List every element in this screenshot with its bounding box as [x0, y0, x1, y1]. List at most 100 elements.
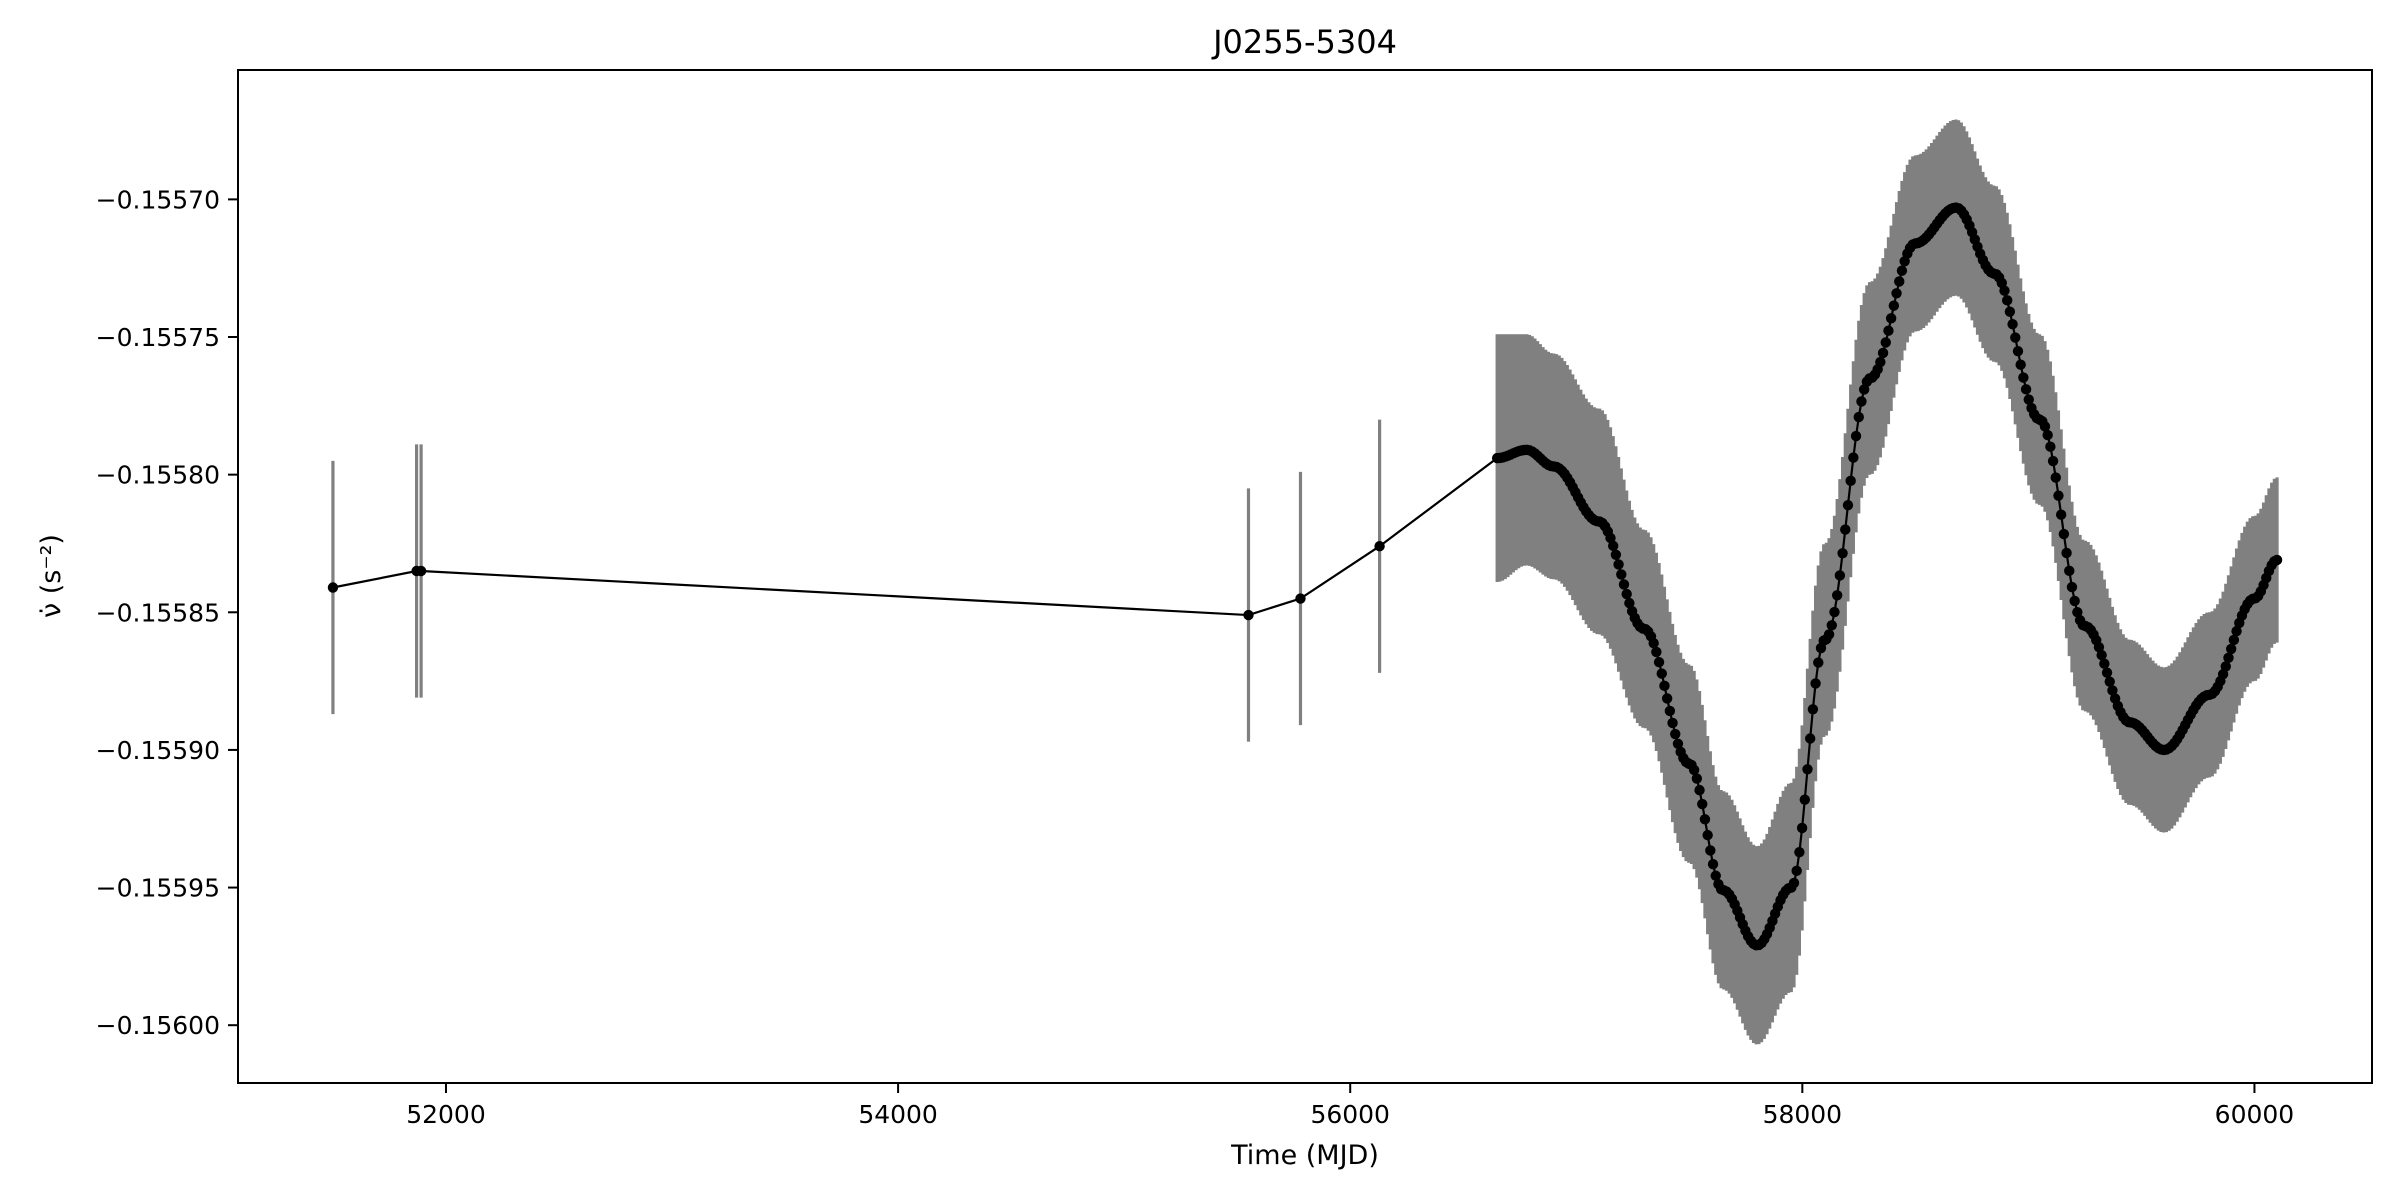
- y-tick-label: −0.15585: [96, 598, 220, 627]
- data-point: [2039, 421, 2051, 432]
- data-point: [2107, 685, 2118, 696]
- y-tick-label: −0.15595: [96, 874, 220, 903]
- data-point: [1896, 265, 1908, 276]
- x-axis-ticks: 52000 54000 56000 58000 60000: [406, 1083, 2294, 1129]
- data-point: [2217, 669, 2229, 680]
- data-point: [1605, 532, 1616, 544]
- data-point: [1610, 549, 1622, 560]
- data-point: [2058, 528, 2070, 540]
- x-tick-label: 56000: [1310, 1100, 1390, 1129]
- data-point: [1607, 540, 1619, 552]
- data-point: [2042, 429, 2053, 441]
- data-point: [1691, 773, 1703, 784]
- x-tick-label: 52000: [406, 1100, 486, 1129]
- data-point: [2010, 332, 2021, 343]
- data-point: [1837, 548, 1848, 559]
- data-point: [1661, 693, 1673, 704]
- data-point: [1823, 629, 1835, 640]
- data-point: [1848, 452, 1859, 463]
- data-point: [1856, 396, 1867, 407]
- data-point: [2045, 441, 2056, 452]
- data-point: [1374, 541, 1385, 552]
- y-tick-label: −0.15575: [96, 323, 220, 352]
- data-point: [1651, 646, 1662, 658]
- data-point: [2004, 306, 2016, 317]
- data-point: [1705, 845, 1716, 856]
- data-point: [2069, 595, 2080, 607]
- data-point: [1883, 325, 1894, 336]
- data-point: [1799, 794, 1810, 805]
- data-point: [2050, 472, 2061, 483]
- data-point: [1702, 829, 1713, 841]
- x-tick-label: 54000: [858, 1100, 938, 1129]
- data-point: [2096, 649, 2107, 661]
- x-tick-label: 58000: [1763, 1100, 1843, 1129]
- plot-frame: [237, 69, 2373, 1084]
- data-point: [1834, 570, 1846, 581]
- data-point: [1888, 300, 1900, 311]
- data-point: [1877, 347, 1889, 359]
- data-point: [1648, 638, 1659, 649]
- data-point: [1653, 656, 1665, 668]
- data-point: [2228, 634, 2240, 646]
- data-point: [1664, 705, 1676, 717]
- data-point: [1840, 524, 1851, 535]
- data-point: [2099, 658, 2110, 669]
- y-axis-ticks: −0.15570 −0.15575 −0.15580 −0.15585 −0.15590…: [96, 185, 238, 1040]
- data-point: [2066, 581, 2078, 593]
- data-point: [2020, 384, 2032, 395]
- data-point: [1826, 620, 1837, 631]
- data-point: [2064, 565, 2075, 577]
- data-point: [2007, 319, 2018, 330]
- y-axis-label: ν̇ (s⁻²): [36, 534, 67, 618]
- y-tick-label: −0.15580: [96, 461, 220, 490]
- data-point: [1707, 859, 1719, 870]
- data-point: [1659, 680, 1670, 692]
- data-point: [1804, 733, 1816, 744]
- data-point: [2104, 676, 2115, 687]
- data-point: [1853, 411, 1864, 423]
- data-point: [1613, 559, 1624, 570]
- data-point: [1842, 499, 1854, 511]
- data-point: [2072, 606, 2083, 618]
- data-point: [1894, 276, 1905, 287]
- y-tick-label: −0.15590: [96, 736, 220, 765]
- data-point: [1831, 590, 1843, 601]
- data-point: [1891, 288, 1902, 299]
- data-point: [327, 582, 339, 593]
- data-point: [2271, 554, 2283, 566]
- data-point: [1694, 784, 1705, 796]
- y-tick-label: −0.15570: [96, 185, 220, 214]
- data-point: [1697, 798, 1708, 810]
- data-point: [1618, 579, 1630, 590]
- data-point: [2225, 643, 2237, 655]
- data-point: [1621, 588, 1632, 600]
- data-point: [2023, 394, 2034, 405]
- chart-title: J0255-5304: [1211, 23, 1397, 61]
- data-point: [2061, 547, 2072, 559]
- data-point: [2053, 490, 2064, 501]
- data-point: [1656, 668, 1667, 679]
- data-point: [1788, 877, 1800, 889]
- data-point: [1672, 738, 1684, 750]
- data-point: [1813, 657, 1824, 668]
- data-point: [1667, 717, 1678, 729]
- data-point: [415, 565, 427, 577]
- data-point: [1880, 337, 1891, 348]
- data-point: [2231, 625, 2242, 637]
- data-point: [1710, 870, 1721, 881]
- data-point: [1875, 356, 1886, 368]
- data-point: [1243, 609, 1254, 621]
- y-tick-label: −0.15600: [96, 1011, 220, 1040]
- data-point: [2012, 346, 2024, 357]
- data-point: [2055, 509, 2067, 520]
- data-point: [1624, 597, 1635, 609]
- data-point: [1802, 764, 1813, 775]
- data-point: [1699, 814, 1711, 825]
- data-point: [2015, 359, 2026, 370]
- data-point: [1807, 704, 1819, 715]
- x-tick-label: 60000: [2215, 1100, 2295, 1129]
